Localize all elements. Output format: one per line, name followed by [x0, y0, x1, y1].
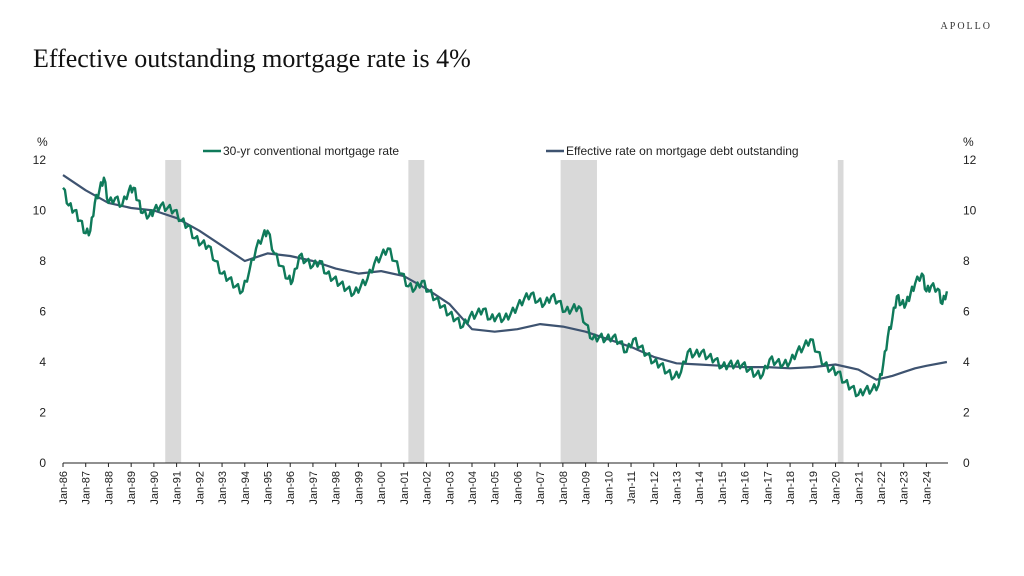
y-tick-label-right: 0 [963, 456, 970, 470]
x-tick-label: Jan-18 [785, 471, 797, 505]
x-tick-label: Jan-03 [444, 471, 456, 505]
x-tick-label: Jan-06 [512, 471, 524, 505]
x-tick-label: Jan-21 [853, 471, 865, 505]
y-axis-unit-right: % [963, 135, 974, 149]
x-tick-label: Jan-20 [831, 471, 843, 505]
x-tick-label: Jan-13 [671, 471, 683, 505]
x-tick-label: Jan-94 [240, 471, 252, 505]
x-tick-label: Jan-09 [581, 471, 593, 505]
legend: 30-yr conventional mortgage rate Effectiv… [203, 144, 799, 158]
x-tick-label: Jan-00 [376, 471, 388, 505]
x-tick-label: Jan-19 [808, 471, 820, 505]
x-tick-label: Jan-05 [490, 471, 502, 505]
x-tick-label: Jan-86 [58, 471, 70, 505]
y-axis-left: % 0 2 4 6 8 10 12 [33, 135, 48, 470]
x-tick-label: Jan-24 [921, 471, 933, 505]
series-line-30yr-mortgage [62, 176, 949, 398]
y-tick-label-left: 6 [39, 305, 46, 319]
x-tick-label: Jan-93 [217, 471, 229, 505]
recession-bands [165, 160, 844, 463]
x-tick-label: Jan-08 [558, 471, 570, 505]
series-lines [62, 174, 949, 398]
y-tick-label-right: 4 [963, 355, 970, 369]
x-tick-label: Jan-01 [399, 471, 411, 505]
x-tick-label: Jan-16 [740, 471, 752, 505]
x-tick-label: Jan-90 [149, 471, 161, 505]
x-tick-label: Jan-15 [717, 471, 729, 505]
y-tick-label-right: 10 [963, 204, 977, 218]
x-tick-label: Jan-07 [535, 471, 547, 505]
x-tick-label: Jan-88 [103, 471, 115, 505]
y-tick-label-right: 12 [963, 153, 977, 167]
x-tick-label: Jan-17 [762, 471, 774, 505]
series-line-effective-rate [62, 174, 948, 381]
x-tick-label: Jan-22 [876, 471, 888, 505]
x-tick-label: Jan-02 [422, 471, 434, 505]
y-tick-label-left: 12 [33, 153, 47, 167]
recession-band [165, 160, 182, 463]
x-tick-label: Jan-11 [626, 471, 638, 504]
brand-logo-text: APOLLO [940, 21, 992, 32]
legend-item-30yr-mortgage-label: 30-yr conventional mortgage rate [223, 144, 399, 158]
page-title: Effective outstanding mortgage rate is 4… [33, 44, 471, 73]
y-tick-label-left: 4 [39, 355, 46, 369]
x-tick-label: Jan-92 [194, 471, 206, 505]
x-tick-label: Jan-95 [262, 471, 274, 505]
y-axis-right: % 0 2 4 6 8 10 12 [963, 135, 977, 470]
x-tick-label: Jan-14 [694, 471, 706, 505]
recession-band [837, 160, 844, 463]
y-axis-unit-left: % [37, 135, 48, 149]
y-tick-label-right: 6 [963, 305, 970, 319]
x-tick-label: Jan-87 [81, 471, 93, 505]
legend-item-effective-rate-label: Effective rate on mortgage debt outstand… [566, 144, 799, 158]
x-tick-label: Jan-12 [649, 471, 661, 505]
recession-band [408, 160, 425, 463]
x-tick-label: Jan-04 [467, 471, 479, 505]
x-tick-label: Jan-89 [126, 471, 138, 505]
x-tick-label: Jan-97 [308, 471, 320, 505]
x-axis: Jan-86 Jan-87 Jan-88 Jan-89 Jan-90 Jan-91 Jan-… [58, 462, 948, 505]
y-tick-label-left: 10 [33, 204, 47, 218]
y-tick-label-left: 8 [39, 254, 46, 268]
y-tick-label-right: 8 [963, 254, 970, 268]
x-tick-label: Jan-10 [603, 471, 615, 505]
y-tick-label-left: 2 [39, 406, 46, 420]
x-tick-label: Jan-99 [353, 471, 365, 505]
x-tick-label: Jan-98 [331, 471, 343, 505]
x-tick-label: Jan-23 [899, 471, 911, 505]
x-tick-label: Jan-91 [172, 471, 184, 505]
recession-band [560, 160, 597, 463]
y-tick-label-left: 0 [39, 456, 46, 470]
y-tick-label-right: 2 [963, 406, 970, 420]
x-tick-label: Jan-96 [285, 471, 297, 505]
